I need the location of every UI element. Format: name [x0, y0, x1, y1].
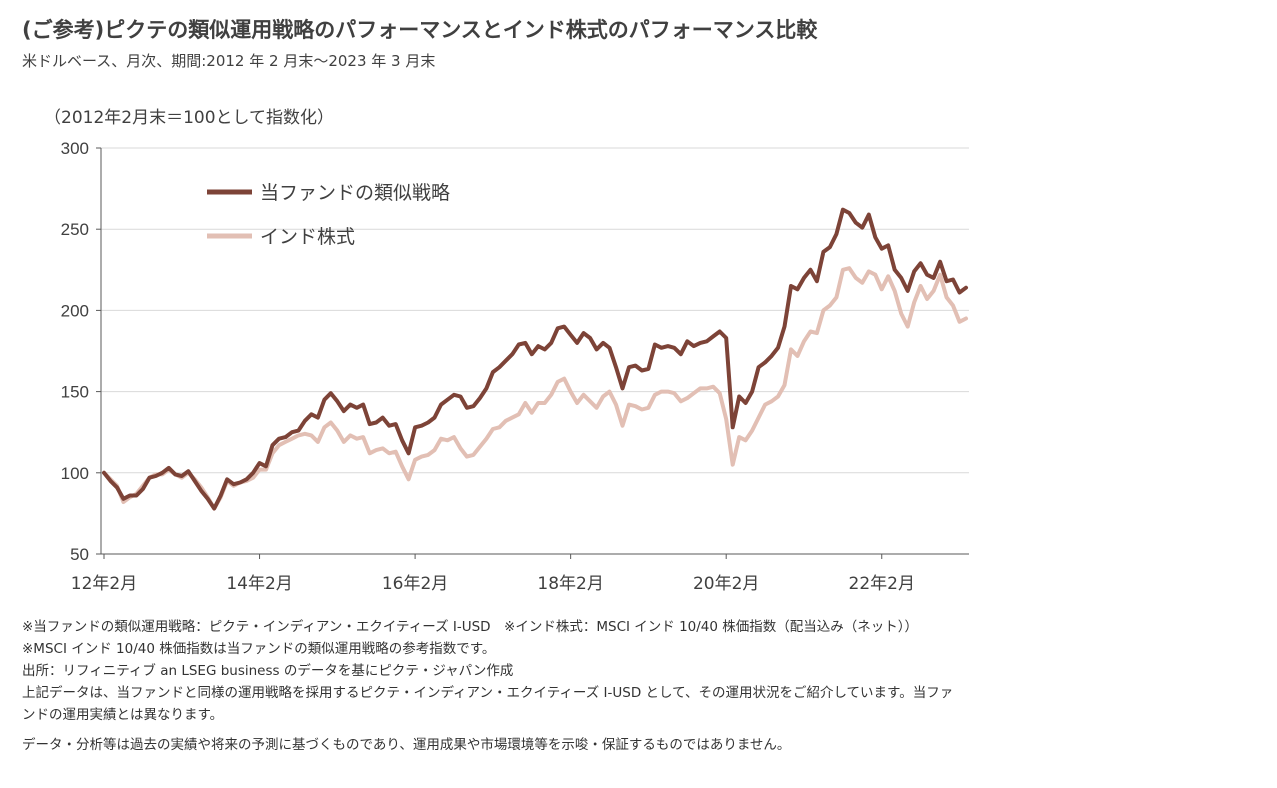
footnote-disclaimer-3: データ・分析等は過去の実績や将来の予測に基づくものであり、運用成果や市場環境等を… [22, 737, 791, 753]
footnote-disclaimer-2: ンドの運用実績とは異なります。 [22, 707, 224, 723]
footnote-strategy-index: ※当ファンドの類似運用戦略：ピクテ・インディアン・エクイティーズ I-USD ※… [22, 619, 919, 635]
legend-label-1: インド株式 [260, 226, 355, 248]
chart-title: (ご参考)ピクテの類似運用戦略のパフォーマンスとインド株式のパフォーマンス比較 [22, 18, 818, 42]
x-tick-label-2: 16年2月 [382, 574, 448, 594]
footnote-source: 出所：リフィニティブ an LSEG business のデータを基にピクテ・ジ… [22, 663, 514, 679]
y-tick-label-150: 150 [61, 383, 89, 402]
series-line-fund [102, 207, 968, 511]
footnote-disclaimer-1: 上記データは、当ファンドと同様の運用戦略を採用するピクテ・インディアン・エクイテ… [22, 685, 954, 701]
y-tick-label-300: 300 [61, 139, 89, 158]
y-tick-label-200: 200 [61, 301, 89, 320]
footnotes: ※当ファンドの類似運用戦略：ピクテ・インディアン・エクイティーズ I-USD ※… [22, 616, 953, 756]
x-tick-label-1: 14年2月 [226, 574, 292, 594]
x-tick-label-0: 12年2月 [71, 574, 137, 594]
footnote-reference-index: ※MSCI インド 10/40 株価指数は当ファンドの類似運用戦略の参考指数です… [22, 641, 496, 657]
y-axis-unit-label: （2012年2月末＝100として指数化） [44, 108, 335, 128]
y-tick-label-100: 100 [61, 464, 89, 483]
x-tick-label-4: 20年2月 [693, 574, 759, 594]
y-tick-label-250: 250 [61, 220, 89, 239]
legend-label-0: 当ファンドの類似戦略 [260, 182, 450, 204]
y-tick-label-50: 50 [70, 545, 89, 564]
chart-subtitle: 米ドルベース、月次、期間:2012 年 2 月末～2023 年 3 月末 [22, 52, 436, 70]
x-tick-label-5: 22年2月 [849, 574, 915, 594]
x-tick-label-3: 18年2月 [537, 574, 603, 594]
